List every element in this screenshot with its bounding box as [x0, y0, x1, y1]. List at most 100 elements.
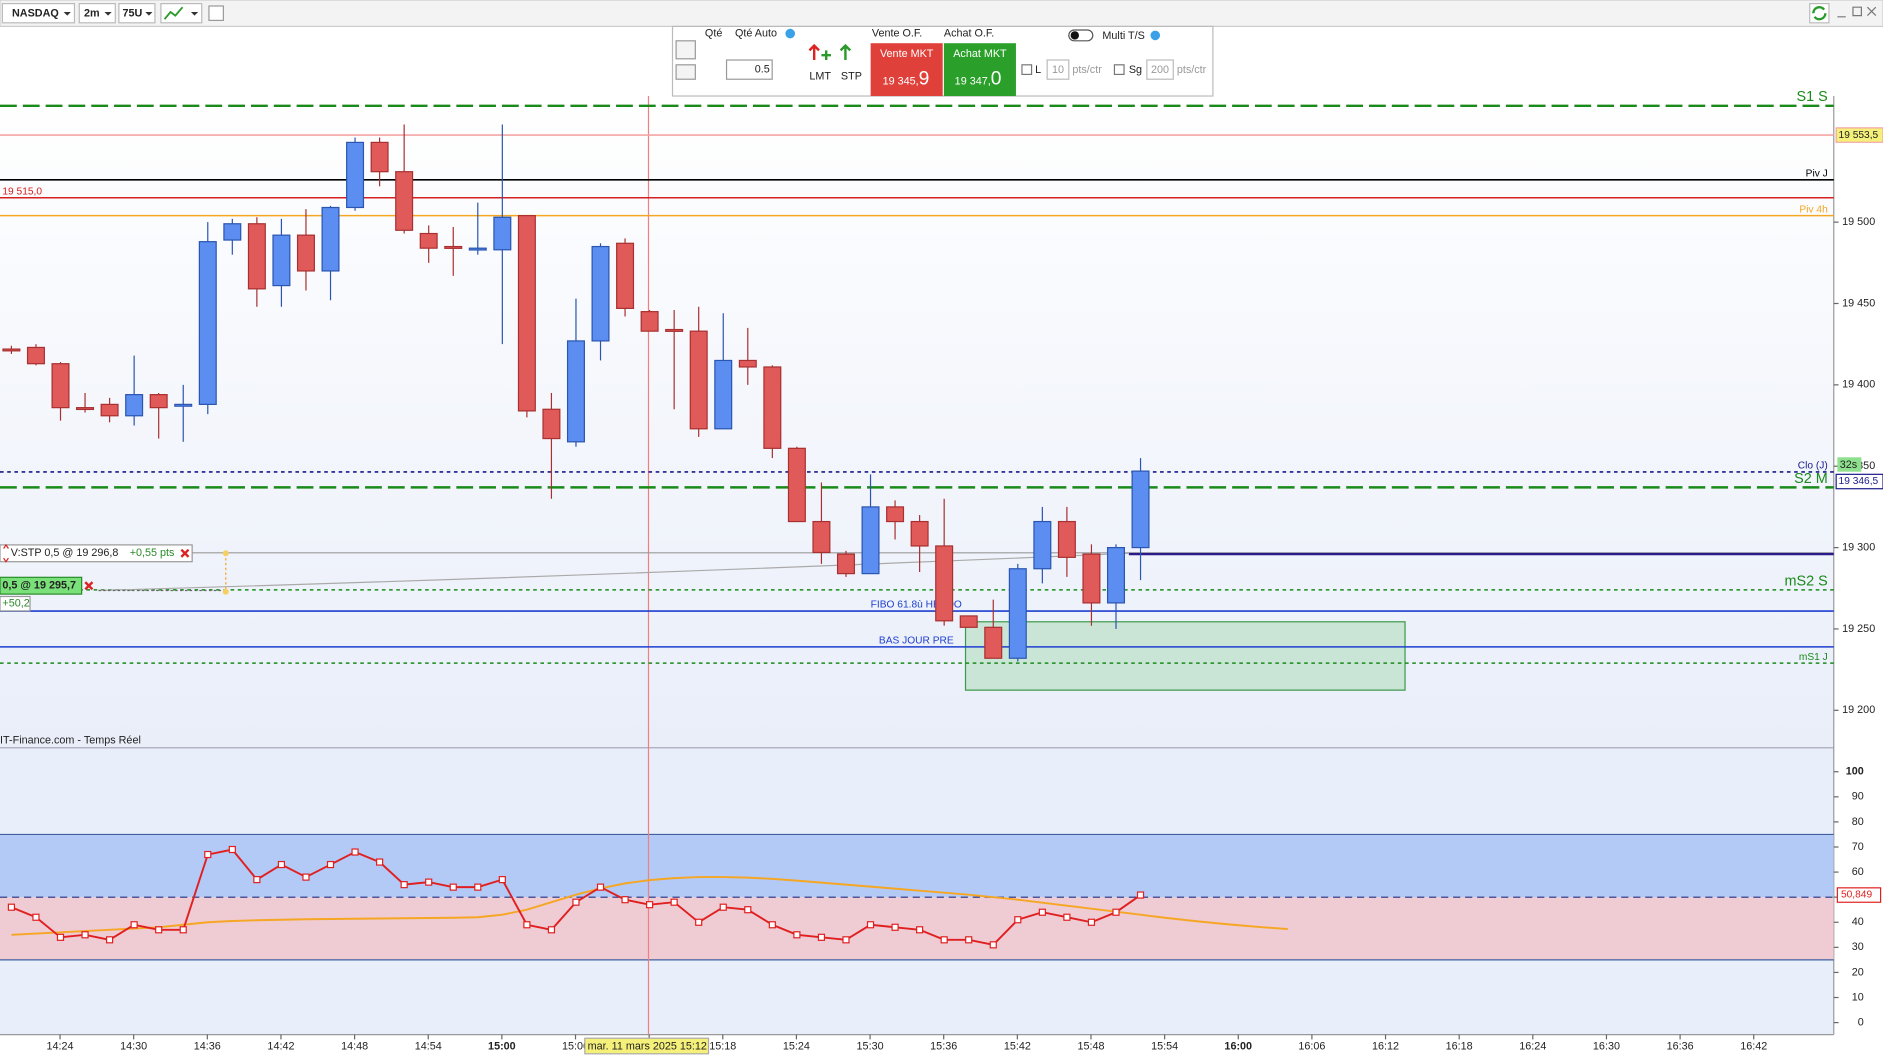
rsi-point [425, 878, 433, 886]
dropdown-icon [190, 12, 199, 16]
rsi-point [474, 883, 482, 891]
refresh-icon [1812, 6, 1827, 21]
candle-body [2, 348, 21, 352]
rsi-point [842, 936, 850, 944]
x-tick-label: 15:30 [857, 1040, 884, 1052]
price-axis [1833, 96, 1883, 1035]
candle-body [321, 206, 340, 272]
chart-type-select[interactable] [160, 3, 203, 24]
level-label: Clo (J) [1798, 461, 1828, 472]
x-tick-label: 14:48 [341, 1040, 368, 1052]
x-tick-label: 15:54 [1151, 1040, 1178, 1052]
x-tick-label: 16:24 [1519, 1040, 1546, 1052]
lmt-icon[interactable] [808, 43, 820, 61]
rsi-point [32, 913, 40, 921]
rsi-last-label: 50,849 [1841, 890, 1873, 901]
x-tick-label: 16:36 [1667, 1040, 1694, 1052]
buy-of[interactable]: Achat O.F. [944, 27, 994, 39]
stp-button[interactable]: STP [841, 71, 862, 83]
y-tick-label: 19 200 [1842, 704, 1875, 716]
window-buttons[interactable] [1837, 6, 1877, 18]
rsi-point [155, 926, 163, 934]
x-tick-label: 16:30 [1593, 1040, 1620, 1052]
candle-body [935, 545, 954, 622]
period-select[interactable] [78, 3, 116, 24]
sg-checkbox[interactable] [1113, 64, 1125, 76]
rsi-point [1063, 913, 1071, 921]
sell-mkt-button[interactable] [870, 43, 943, 97]
candle-body [1008, 568, 1027, 659]
sell-of[interactable]: Vente O.F. [872, 27, 922, 39]
dropdown-icon [63, 12, 71, 16]
rsi-axis-box [1836, 887, 1882, 903]
rsi-point [817, 933, 826, 941]
rsi-point [793, 931, 801, 939]
rsi-point [646, 901, 654, 909]
osc-tick-label: 80 [1852, 816, 1864, 828]
multi-label: Multi T/S [1102, 30, 1144, 42]
qty-input[interactable] [725, 59, 773, 80]
keyboard-button[interactable] [675, 64, 696, 80]
candle-body [714, 359, 733, 430]
osc-tick-label: 30 [1852, 941, 1864, 953]
buy-mkt-button[interactable] [943, 43, 1016, 97]
candle-body [910, 520, 929, 547]
osc-tick-label: 10 [1852, 991, 1864, 1003]
x-tick-label: 14:36 [194, 1040, 221, 1052]
crosshair-box [584, 1037, 710, 1055]
position-gain-box [0, 595, 31, 612]
rsi-point [768, 921, 776, 929]
lmt-button[interactable]: LMT [809, 71, 831, 83]
rsi-point [695, 918, 703, 926]
sg-label: Sg [1129, 64, 1142, 76]
l-checkbox[interactable] [1021, 64, 1033, 76]
candle-body [1131, 470, 1150, 549]
candle-body [959, 615, 978, 628]
buy-mkt: Achat MKT [953, 48, 1007, 60]
l-label: L [1035, 64, 1041, 76]
rsi-point [572, 898, 580, 906]
rsi-point [670, 898, 678, 906]
rsi-point [105, 936, 114, 944]
rsi-point [1136, 891, 1145, 899]
candle-body [763, 366, 782, 449]
rsi-point [81, 931, 89, 939]
stop-gain: +0,55 pts [130, 547, 175, 559]
l-value: 10 [1052, 64, 1064, 76]
osc-tick-label: 70 [1852, 841, 1864, 853]
units-select[interactable] [118, 3, 156, 24]
rsi-point [228, 845, 236, 854]
info-button[interactable] [208, 5, 224, 22]
upper-band [0, 834, 1834, 898]
help-icon [1150, 30, 1161, 41]
candle-body [370, 141, 389, 173]
rsi-point [179, 926, 187, 934]
qty-label: Qté [705, 27, 722, 39]
candle-body [640, 311, 659, 332]
rsi-point [498, 876, 506, 884]
sg-unit: pts/ctr [1177, 64, 1207, 76]
stp-icon[interactable] [839, 43, 852, 61]
rsi-point [1087, 918, 1096, 926]
candle-body [493, 216, 512, 251]
osc-tick-label: 90 [1852, 791, 1864, 803]
candle-body [886, 506, 905, 523]
rsi-point [449, 883, 457, 891]
x-tick-label: 15:24 [783, 1040, 810, 1052]
candle-body [444, 245, 463, 249]
symbol-select[interactable] [1, 3, 76, 24]
level-label: FIBO 61.8ù HEBDO [871, 600, 962, 611]
rsi-point [547, 926, 556, 934]
candle-body [198, 241, 217, 405]
level-label: Piv J [1806, 169, 1828, 180]
osc-tick-label: 40 [1852, 916, 1864, 928]
x-tick-label: 15:00 [488, 1040, 516, 1052]
candle-body [738, 359, 757, 368]
x-tick-label: 16:42 [1740, 1040, 1767, 1052]
settings-button[interactable] [675, 40, 696, 60]
l-input[interactable] [1046, 59, 1070, 80]
sg-input[interactable] [1146, 59, 1174, 80]
candle-body [395, 171, 414, 231]
time-axis [0, 1034, 1883, 1055]
